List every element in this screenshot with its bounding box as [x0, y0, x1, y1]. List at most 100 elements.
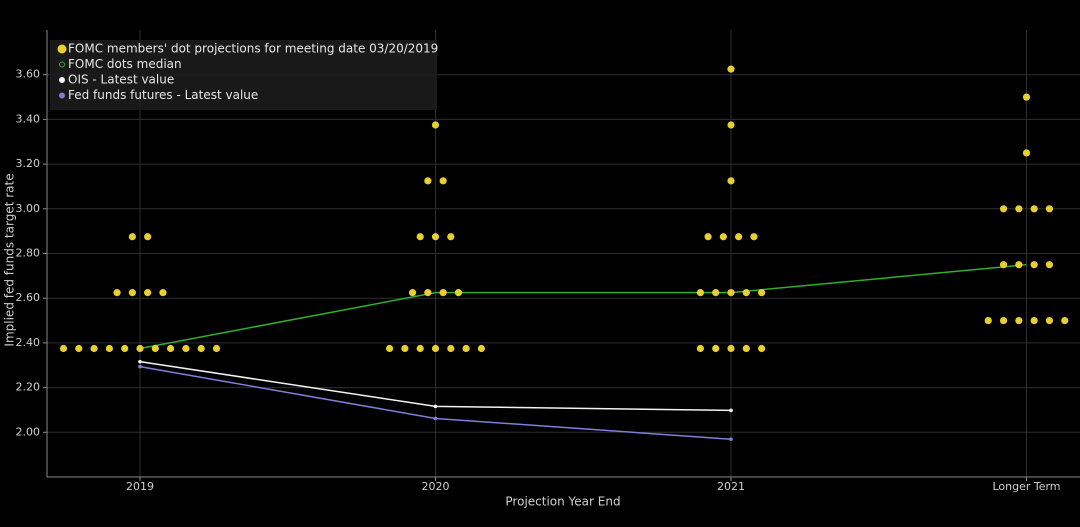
dot	[136, 344, 144, 353]
dot	[999, 205, 1008, 213]
dot	[105, 344, 113, 353]
dot	[1015, 316, 1023, 325]
dot	[1045, 316, 1054, 325]
dot	[90, 344, 98, 353]
dot	[712, 344, 720, 353]
series-point	[138, 364, 142, 369]
legend-marker	[57, 44, 67, 54]
y-axis-label: Implied fed funds target rate	[3, 173, 17, 346]
series-point	[138, 359, 142, 364]
dot	[727, 289, 735, 297]
dot	[424, 177, 432, 185]
dot	[750, 233, 758, 241]
y-tick-label: 3.20	[16, 157, 41, 170]
dot	[719, 233, 727, 241]
dot	[424, 289, 432, 297]
dot	[128, 233, 136, 241]
series-point	[433, 416, 438, 421]
legend-label: FOMC dots median	[68, 57, 182, 71]
series-line	[139, 263, 1027, 350]
series-point	[729, 437, 733, 442]
x-tick-label: Longer Term	[992, 480, 1060, 493]
y-tick-label: 2.80	[16, 247, 41, 260]
dot	[439, 289, 447, 297]
dot	[212, 344, 221, 353]
x-axis-label: Projection Year End	[505, 495, 620, 509]
dot	[1045, 205, 1054, 213]
dot	[167, 344, 175, 353]
dot	[1045, 261, 1054, 269]
dot	[758, 344, 766, 353]
dot	[454, 289, 463, 297]
dot	[462, 344, 470, 353]
y-tick-label: 3.40	[16, 112, 41, 125]
legend-marker	[59, 77, 65, 83]
dot	[984, 316, 992, 325]
x-tick-label: 2019	[126, 480, 154, 493]
dot	[696, 344, 705, 353]
dot	[113, 289, 121, 297]
dot	[735, 233, 743, 241]
series-point	[433, 404, 438, 409]
dot	[431, 233, 440, 241]
dot	[1015, 261, 1023, 269]
dot	[144, 289, 152, 297]
x-tick-label: 2020	[422, 480, 450, 493]
dot	[431, 121, 440, 129]
dot	[727, 177, 735, 185]
dot	[1022, 93, 1031, 101]
dot	[1030, 205, 1038, 213]
legend: FOMC members' dot projections for meetin…	[50, 40, 438, 110]
dot	[1015, 205, 1023, 213]
legend-label: FOMC members' dot projections for meetin…	[68, 42, 438, 56]
dot	[151, 344, 159, 353]
dot	[1061, 316, 1069, 325]
dot	[696, 289, 705, 297]
dot	[1022, 149, 1031, 157]
dot	[704, 233, 712, 241]
dot	[408, 289, 417, 297]
dot	[727, 121, 735, 129]
dot	[742, 289, 750, 297]
legend-label: Fed funds futures - Latest value	[68, 88, 258, 102]
y-tick-label: 3.60	[16, 68, 41, 81]
dot	[477, 344, 485, 353]
dot	[401, 344, 409, 353]
dot	[121, 344, 129, 353]
dot	[999, 316, 1008, 325]
series-point	[729, 408, 733, 413]
legend-marker	[59, 61, 65, 68]
dot	[447, 344, 455, 353]
dot	[182, 344, 190, 353]
dot	[416, 344, 424, 353]
dot	[197, 344, 205, 353]
dot	[999, 261, 1008, 269]
dot	[416, 233, 424, 241]
dot	[758, 289, 766, 297]
y-tick-label: 3.00	[16, 202, 41, 215]
x-tick-label: 2021	[717, 480, 745, 493]
legend-label: OIS - Latest value	[68, 73, 174, 87]
dot	[727, 65, 735, 73]
y-tick-label: 2.40	[16, 336, 41, 349]
dot	[386, 344, 394, 353]
dot	[712, 289, 720, 297]
dot	[128, 289, 136, 297]
dot	[727, 344, 735, 353]
dot	[1030, 316, 1038, 325]
legend-box	[50, 40, 437, 110]
dot	[439, 177, 447, 185]
dot	[447, 233, 455, 241]
y-tick-label: 2.60	[16, 291, 41, 304]
legend-marker	[59, 92, 65, 99]
dot	[1030, 261, 1038, 269]
dot	[742, 344, 750, 353]
dot	[144, 233, 152, 241]
y-tick-label: 2.20	[16, 381, 41, 394]
dot	[75, 344, 83, 353]
dot	[59, 344, 68, 353]
dot	[431, 344, 440, 353]
y-tick-label: 2.00	[16, 425, 41, 438]
dot	[159, 289, 167, 297]
